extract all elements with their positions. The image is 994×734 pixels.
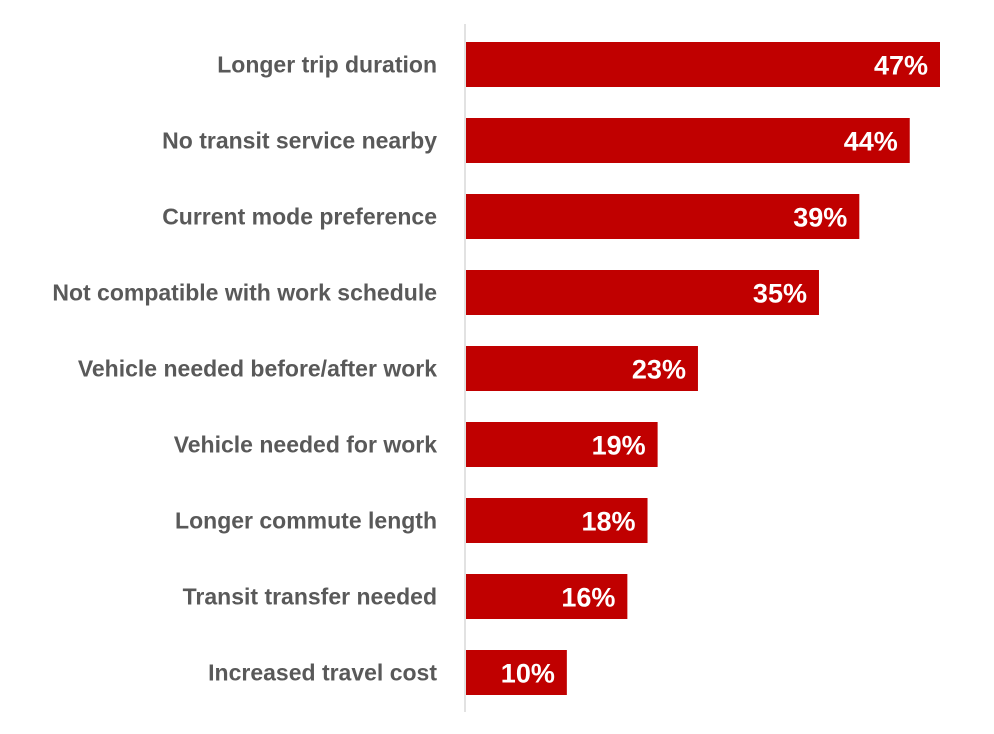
value-label: 39% [793,203,847,233]
value-label: 35% [753,279,807,309]
bar [466,650,567,695]
bar [466,194,860,239]
bar [466,42,940,87]
category-label: Vehicle needed before/after work [78,356,437,382]
category-label: Longer trip duration [217,52,437,78]
category-label: No transit service nearby [162,128,437,154]
category-label: Increased travel cost [208,660,437,686]
value-label: 44% [844,127,898,157]
value-label: 10% [501,659,555,689]
category-label: Current mode preference [162,204,437,230]
category-label: Not compatible with work schedule [52,280,437,306]
value-labels-group: 47% 44% 39% 35% 23% 19% 18% 16% 10% [501,51,928,689]
value-label: 23% [632,355,686,385]
category-label: Longer commute length [175,508,437,534]
value-label: 18% [581,507,635,537]
bar [466,498,648,543]
bar [466,574,628,619]
bar [466,346,698,391]
category-label: Transit transfer needed [183,584,437,610]
value-label: 47% [874,51,928,81]
category-labels-group: Longer trip duration No transit service n… [52,52,437,686]
bar [466,422,658,467]
category-label: Vehicle needed for work [174,432,438,458]
bars-group [466,42,940,695]
value-label: 19% [592,431,646,461]
value-label: 16% [561,583,615,613]
bar [466,270,819,315]
bar [466,118,910,163]
